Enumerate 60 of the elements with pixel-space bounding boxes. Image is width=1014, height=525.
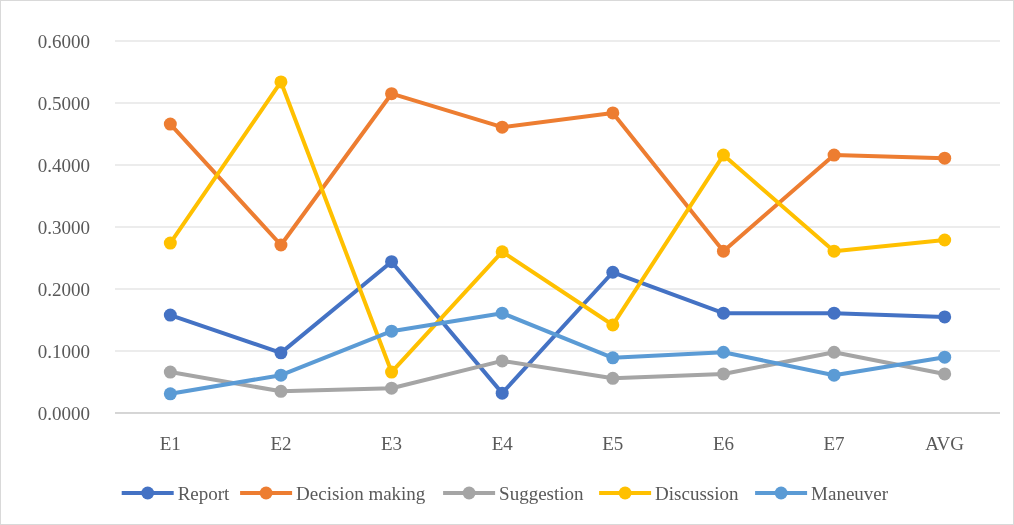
- point: [716, 306, 730, 320]
- point: [938, 350, 952, 364]
- y-tick-label: 0.2000: [37, 278, 90, 300]
- point: [495, 306, 509, 320]
- point: [938, 310, 952, 324]
- legend-label: Maneuver: [811, 482, 889, 504]
- point: [606, 371, 620, 385]
- point: [716, 148, 730, 162]
- point: [495, 386, 509, 400]
- point: [606, 265, 620, 279]
- point: [274, 384, 288, 398]
- point: [163, 387, 177, 401]
- point: [827, 306, 841, 320]
- y-tick-label: 0.3000: [37, 216, 90, 238]
- point: [274, 346, 288, 360]
- x-tick-label: E7: [823, 432, 845, 454]
- y-tick-label: 0.0000: [37, 402, 90, 424]
- point: [827, 345, 841, 359]
- point: [385, 255, 399, 269]
- point: [163, 236, 177, 250]
- x-tick-label: E1: [159, 432, 181, 454]
- point: [385, 381, 399, 395]
- point: [827, 244, 841, 258]
- y-tick-label: 0.6000: [37, 30, 90, 52]
- x-tick-label: E5: [602, 432, 624, 454]
- point: [606, 106, 620, 120]
- point: [827, 368, 841, 382]
- point: [495, 354, 509, 368]
- point: [495, 120, 509, 134]
- x-tick-label: E6: [712, 432, 734, 454]
- point: [163, 365, 177, 379]
- point: [385, 365, 399, 379]
- point: [274, 75, 288, 89]
- point: [716, 367, 730, 381]
- point: [938, 367, 952, 381]
- y-tick-label: 0.4000: [37, 154, 90, 176]
- x-tick-label: AVG: [925, 432, 965, 454]
- legend-label: Decision making: [296, 482, 426, 504]
- point: [274, 238, 288, 252]
- point: [606, 351, 620, 365]
- point: [163, 117, 177, 131]
- point: [385, 324, 399, 338]
- point: [716, 244, 730, 258]
- point: [938, 151, 952, 165]
- y-tick-label: 0.1000: [37, 340, 90, 362]
- legend-label: Suggestion: [499, 482, 585, 504]
- point: [827, 148, 841, 162]
- point: [716, 345, 730, 359]
- legend-label: Report: [177, 482, 231, 504]
- point: [495, 245, 509, 259]
- y-tick-label: 0.5000: [37, 92, 90, 114]
- point: [385, 87, 399, 101]
- point: [163, 308, 177, 322]
- x-tick-label: E3: [381, 432, 403, 454]
- x-tick-label: E4: [491, 432, 514, 454]
- point: [938, 233, 952, 247]
- point: [274, 368, 288, 382]
- x-tick-label: E2: [270, 432, 292, 454]
- point: [606, 318, 620, 332]
- legend-label: Discussion: [655, 482, 739, 504]
